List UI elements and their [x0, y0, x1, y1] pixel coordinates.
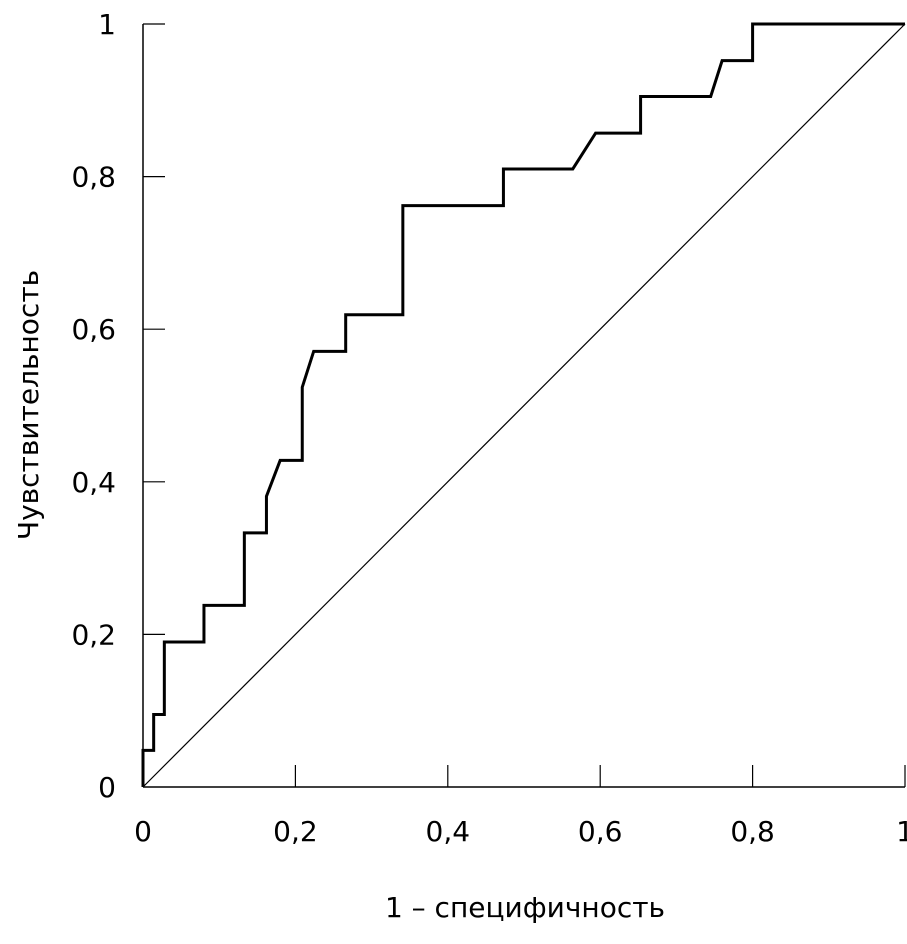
- axes: [142, 24, 905, 788]
- y-tick-label: 0,8: [71, 161, 116, 194]
- y-axis-title: Чувствительность: [12, 270, 45, 540]
- y-tick-label: 0,2: [71, 618, 116, 651]
- x-tick-label: 0,4: [426, 815, 471, 848]
- x-axis-title: 1 – специфичность: [385, 891, 665, 924]
- ticks: 0 0,2 0,4 0,6 0,8 1 0 0,2 0,4 0,6 0,8 1: [71, 8, 907, 848]
- x-tick-label: 0,6: [578, 815, 623, 848]
- y-tick-label: 0: [98, 771, 116, 804]
- series: [141, 22, 906, 788]
- y-tick-label: 0,4: [71, 466, 116, 499]
- diagonal-reference-line: [142, 23, 906, 788]
- roc-curve-line: [141, 22, 905, 787]
- x-tick-label: 0,8: [730, 815, 775, 848]
- x-tick-label: 0: [134, 815, 152, 848]
- x-tick-label: 0,2: [273, 815, 318, 848]
- y-tick-label: 1: [98, 8, 116, 41]
- y-tick-label: 0,6: [71, 313, 116, 346]
- x-tick-label: 1: [896, 815, 907, 848]
